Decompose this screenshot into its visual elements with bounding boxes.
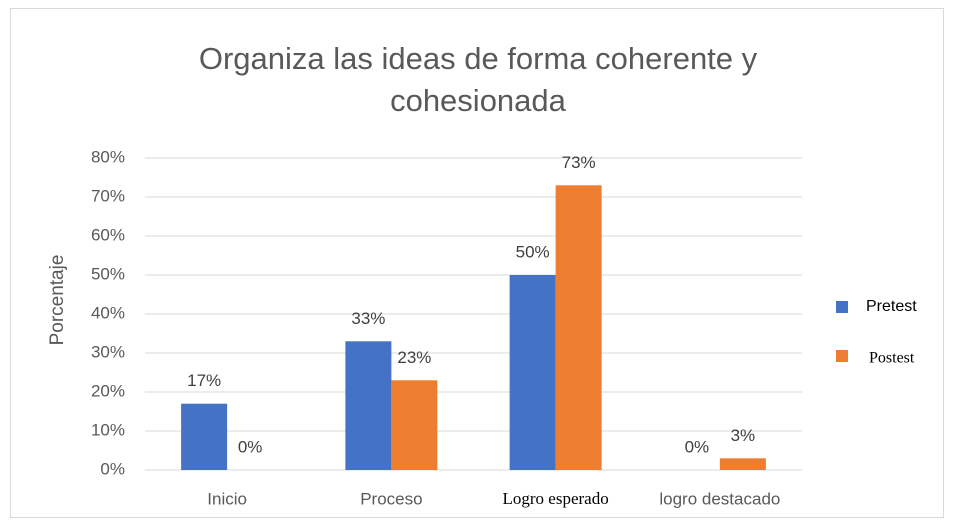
- bar: [719, 458, 766, 470]
- y-axis-label: Porcentaje: [47, 255, 68, 346]
- y-tick-label: 50%: [91, 264, 125, 283]
- data-label: 0%: [685, 437, 710, 456]
- y-tick-label: 70%: [91, 186, 125, 205]
- bar: [181, 403, 228, 470]
- y-tick-label: 30%: [91, 342, 125, 361]
- data-label: 3%: [731, 426, 756, 445]
- y-tick-label: 60%: [91, 225, 125, 244]
- y-tick-label: 0%: [100, 459, 125, 478]
- bar: [345, 341, 392, 470]
- x-tick-label: Logro esperado: [503, 489, 609, 508]
- legend-swatch: [836, 350, 848, 362]
- bar: [509, 275, 556, 470]
- y-tick-label: 40%: [91, 303, 125, 322]
- data-label: 17%: [187, 371, 221, 390]
- data-label: 33%: [351, 309, 385, 328]
- x-tick-label: logro destacado: [659, 489, 780, 508]
- legend-swatch: [836, 301, 848, 313]
- data-label: 73%: [562, 153, 596, 172]
- data-label: 50%: [516, 242, 550, 261]
- y-tick-label: 80%: [91, 147, 125, 166]
- bar: [391, 380, 438, 470]
- legend-label: Postest: [869, 350, 915, 367]
- bar: [555, 185, 602, 471]
- x-tick-label: Inicio: [207, 489, 247, 508]
- chart-border: [10, 8, 944, 518]
- x-tick-label: Proceso: [360, 489, 422, 508]
- data-label: 23%: [397, 348, 431, 367]
- data-label: 0%: [238, 437, 263, 456]
- y-tick-label: 20%: [91, 381, 125, 400]
- legend-label: Pretest: [866, 298, 917, 315]
- y-tick-label: 10%: [91, 420, 125, 439]
- chart-title: Organiza las ideas de forma coherente y …: [198, 41, 758, 118]
